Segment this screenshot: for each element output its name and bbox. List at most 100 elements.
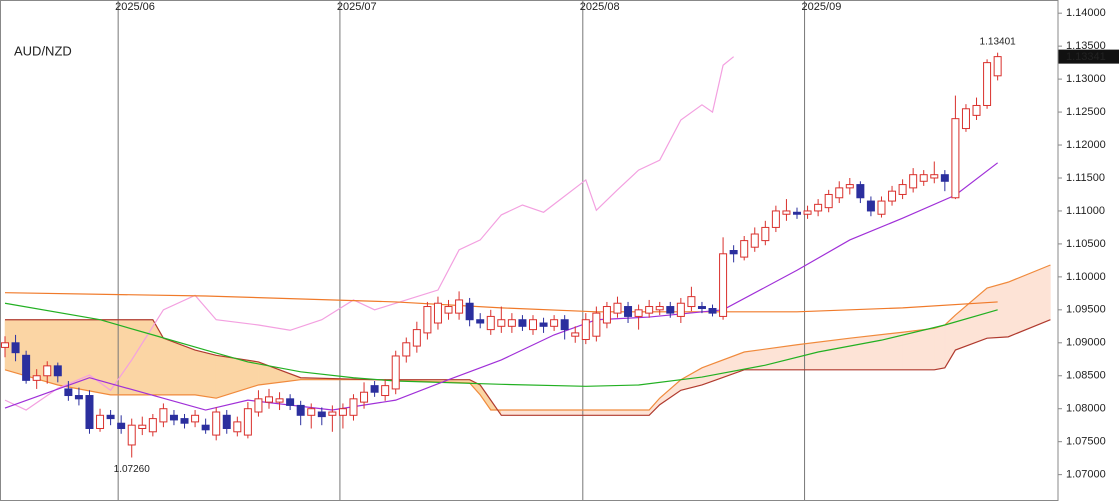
candle-layer [1,52,1002,458]
candle-body [433,302,442,324]
span-a-line [4,264,1051,411]
candle-body [64,388,73,397]
candle-body [148,418,157,433]
candle-body [761,226,770,242]
y-tick-label: 1.08500 [1066,370,1106,382]
line-layer [4,56,1051,416]
candle-body [349,398,358,416]
candle-body [53,365,62,377]
candle-body [697,306,706,310]
x-tick-label: 2025/08 [580,1,620,13]
cloud-fill [57,319,111,396]
candle-body [201,424,210,431]
candle-body [814,203,823,212]
span-b-line [5,319,1051,416]
candle-body [465,302,474,321]
candle-body [550,319,559,327]
indicator-line [4,162,999,411]
candle-body [961,108,970,130]
candle-body [106,414,115,420]
candle-body [993,56,1002,77]
y-tick-label: 1.13000 [1066,73,1106,85]
candle-body [888,190,897,202]
cloud-fill [110,319,154,396]
candle-body [497,319,506,327]
candle-body [613,302,622,314]
chart-title: AUD/NZD [14,43,72,58]
candle-body [624,306,633,317]
y-tick-label: 1.11000 [1066,205,1105,217]
candle-body [169,414,178,421]
indicator-line [4,56,735,411]
candle-body [1,342,9,348]
low-label: 1.07260 [114,464,151,475]
y-tick-label: 1.12000 [1066,139,1106,151]
candle-body [212,411,221,436]
candle-body [243,408,252,436]
candle-body [275,398,284,403]
candle-body [645,306,654,314]
cloud-fill [501,409,534,416]
candle-body [317,411,326,418]
candle-body [983,62,992,106]
candle-body [571,332,580,337]
candle-body [898,184,907,195]
candle-body [560,319,569,331]
cloud-fill [194,349,217,399]
candle-body [159,408,168,423]
candle-body [444,306,453,314]
y-tick-label: 1.12500 [1066,106,1106,118]
candle-body [74,395,83,400]
last-price-label: 1.13341 [1066,51,1106,63]
candle-body [32,375,41,381]
candle-body [835,187,844,199]
y-tick-label: 1.13500 [1066,40,1106,52]
last-price-box [1058,49,1119,64]
cloud-fill [532,409,587,416]
candle-body [381,385,390,397]
candle-body [951,118,960,199]
candle-body [676,302,685,317]
candle-body [729,250,738,255]
y-tick-label: 1.14000 [1066,7,1106,19]
x-tick-label: 2025/06 [115,1,155,13]
x-tick-label: 2025/09 [802,1,842,13]
indicator-line [4,302,998,387]
candle-body [919,174,928,182]
x-tick-label: 2025/07 [337,1,377,13]
candle-body [539,322,548,327]
candle-body [666,306,675,314]
candle-body [824,193,833,209]
candle-body [127,424,136,446]
candle-body [655,306,664,311]
candle-body [43,365,52,377]
y-tick-label: 1.11500 [1066,172,1105,184]
indicator-line [4,292,998,313]
candle-body [117,422,126,429]
candle-body [750,233,759,248]
y-tick-label: 1.10000 [1066,271,1106,283]
candle-body [222,414,231,429]
cloud-fill [934,324,946,371]
candle-body [602,306,611,324]
candle-body [592,312,601,337]
candle-body [370,385,379,393]
candle-body [719,253,728,317]
candle-body [518,319,527,327]
candle-body [391,355,400,390]
y-tick-label: 1.09000 [1066,337,1106,349]
candle-body [191,414,200,423]
candle-body [307,408,316,416]
candle-body [338,408,347,416]
y-tick-label: 1.08000 [1066,403,1106,415]
candle-body [793,211,801,215]
candle-body [233,421,242,433]
candle-body [687,296,696,308]
candle-body [845,184,854,189]
candle-body [360,391,369,403]
high-label: 1.13401 [980,36,1017,47]
candle-body [634,309,643,317]
